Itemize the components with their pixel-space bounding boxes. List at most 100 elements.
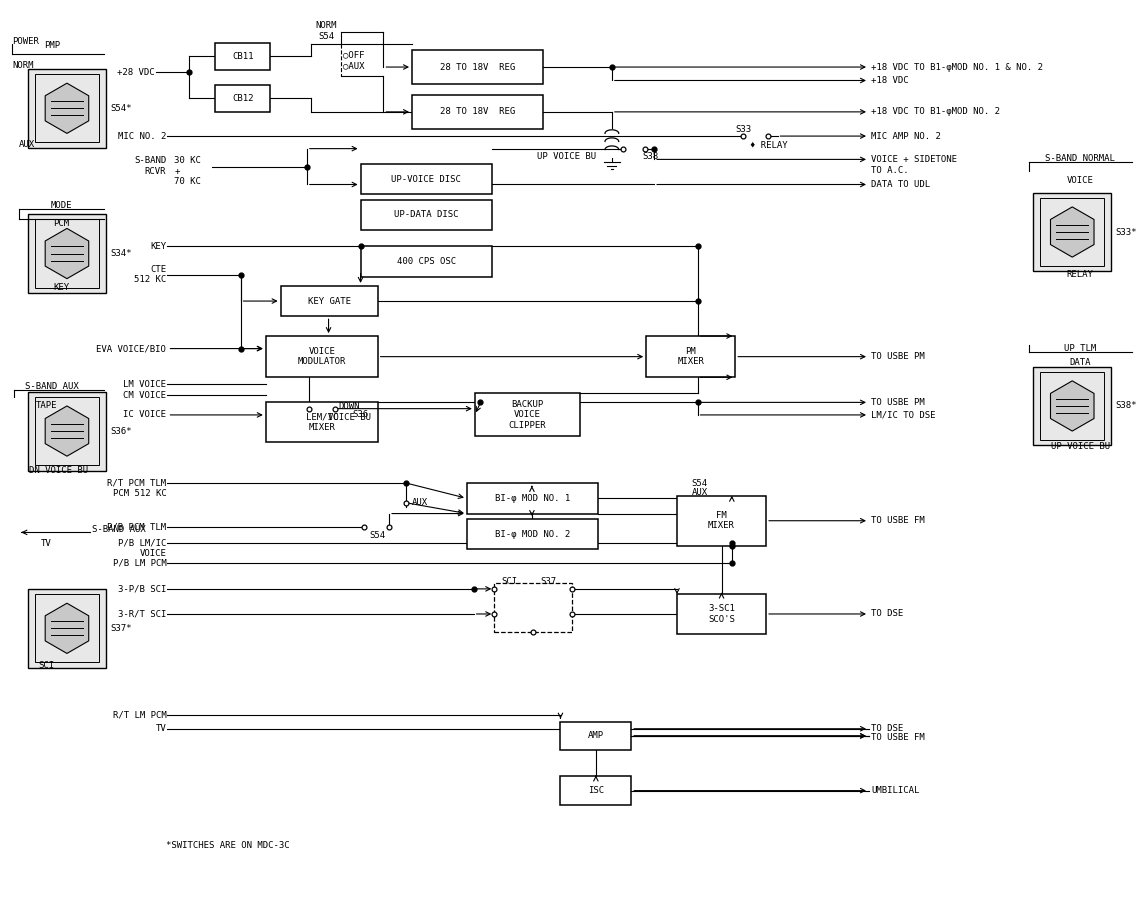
FancyBboxPatch shape [35,75,98,143]
Polygon shape [45,603,89,654]
Text: ISC: ISC [588,786,604,795]
Polygon shape [45,84,89,134]
Text: TO DSE: TO DSE [872,725,904,734]
Text: S34*: S34* [110,249,132,258]
Text: PCM: PCM [53,218,70,227]
Polygon shape [1050,207,1094,257]
Text: NORM: NORM [316,22,337,31]
Text: DATA TO UDL: DATA TO UDL [872,180,930,189]
FancyBboxPatch shape [360,199,492,230]
FancyBboxPatch shape [467,483,598,514]
Text: UP-VOICE DISC: UP-VOICE DISC [391,174,461,183]
Text: 30 KC: 30 KC [174,155,201,165]
Text: FM
MIXER: FM MIXER [708,511,734,531]
FancyBboxPatch shape [215,85,270,112]
Text: VOICE: VOICE [140,549,166,558]
Text: CB11: CB11 [232,52,254,61]
Text: S36*: S36* [110,427,132,436]
Text: R/T LM PCM: R/T LM PCM [112,711,166,720]
FancyBboxPatch shape [265,402,378,442]
Text: MIC NO. 2: MIC NO. 2 [118,132,166,141]
Text: TO A.C.: TO A.C. [872,165,908,174]
Text: LM VOICE: LM VOICE [124,380,166,389]
FancyBboxPatch shape [467,519,598,550]
Text: TO USBE FM: TO USBE FM [872,516,925,525]
Text: S-BAND NORMAL: S-BAND NORMAL [1046,154,1115,163]
Text: LEM/IC
MIXER: LEM/IC MIXER [305,412,337,432]
Text: VOICE: VOICE [1067,175,1094,184]
FancyBboxPatch shape [561,776,631,805]
FancyBboxPatch shape [360,163,492,194]
Text: S33*: S33* [1115,227,1137,236]
Text: UP VOICE BU: UP VOICE BU [537,152,596,162]
FancyBboxPatch shape [215,43,270,70]
FancyBboxPatch shape [1040,372,1104,440]
Text: EVA VOICE/BIO: EVA VOICE/BIO [96,344,166,353]
FancyBboxPatch shape [29,392,105,471]
Text: PM
MIXER: PM MIXER [677,347,705,366]
FancyBboxPatch shape [29,69,105,148]
Text: TO USBE FM: TO USBE FM [872,733,925,743]
Text: PCM 512 KC: PCM 512 KC [112,489,166,498]
Text: +18 VDC TO B1-φMOD NO. 1 & NO. 2: +18 VDC TO B1-φMOD NO. 1 & NO. 2 [872,63,1043,72]
Text: UP-DATA DISC: UP-DATA DISC [394,210,459,219]
Text: 28 TO 18V  REG: 28 TO 18V REG [440,108,515,117]
Text: VOICE
MODULATOR: VOICE MODULATOR [297,347,345,366]
FancyBboxPatch shape [494,584,572,632]
Text: S33: S33 [736,126,752,135]
Polygon shape [1050,381,1094,431]
Text: BI-φ MOD NO. 1: BI-φ MOD NO. 1 [495,494,570,503]
Text: CTE: CTE [150,265,166,274]
Text: RCVR: RCVR [145,166,166,175]
Text: S38*: S38* [1115,401,1137,410]
Text: TV: TV [156,725,166,734]
Text: TV: TV [41,539,51,548]
Text: S-BAND: S-BAND [134,155,166,165]
Text: PMP: PMP [43,41,61,50]
FancyBboxPatch shape [265,336,378,377]
Text: POWER: POWER [13,37,39,46]
Text: MIC AMP NO. 2: MIC AMP NO. 2 [872,132,942,141]
Text: *SWITCHES ARE ON MDC-3C: *SWITCHES ARE ON MDC-3C [166,841,289,850]
Text: 70 KC: 70 KC [174,177,201,186]
Text: P/B PCM TLM: P/B PCM TLM [108,523,166,532]
Text: SCI: SCI [39,662,55,671]
Text: 512 KC: 512 KC [134,275,166,284]
FancyBboxPatch shape [35,594,98,663]
FancyBboxPatch shape [280,286,378,316]
FancyBboxPatch shape [412,95,543,129]
FancyBboxPatch shape [475,393,580,436]
Text: UMBILICAL: UMBILICAL [872,786,920,795]
FancyBboxPatch shape [29,214,105,293]
Text: S54: S54 [318,32,334,41]
Text: KEY: KEY [53,283,70,292]
Text: S37*: S37* [110,624,132,633]
FancyBboxPatch shape [646,336,736,377]
FancyBboxPatch shape [360,246,492,277]
Text: TO USBE PM: TO USBE PM [872,352,925,361]
Text: S54: S54 [692,479,708,488]
Text: ○AUX: ○AUX [343,62,365,71]
Text: 3-R/T SCI: 3-R/T SCI [118,610,166,619]
FancyBboxPatch shape [29,589,105,668]
Text: S54*: S54* [110,104,132,113]
Text: LM/IC TO DSE: LM/IC TO DSE [872,410,936,419]
Text: DATA: DATA [1070,358,1091,367]
Text: ♦ RELAY: ♦ RELAY [750,142,788,151]
Text: IC VOICE: IC VOICE [124,410,166,419]
Text: UP VOICE BU: UP VOICE BU [1050,442,1110,451]
Text: S-BAND AUX: S-BAND AUX [25,382,79,391]
Text: P/B LM/IC: P/B LM/IC [118,539,166,548]
Text: S54: S54 [370,531,386,540]
Text: R/T PCM TLM: R/T PCM TLM [108,479,166,488]
Text: CM VOICE: CM VOICE [124,391,166,400]
FancyBboxPatch shape [677,496,766,546]
Text: AUX: AUX [692,488,708,497]
Text: +28 VDC: +28 VDC [118,68,154,77]
Text: +18 VDC TO B1-φMOD NO. 2: +18 VDC TO B1-φMOD NO. 2 [872,108,1000,117]
Text: DN VOICE BU: DN VOICE BU [30,466,88,475]
Text: SCI: SCI [501,577,517,586]
FancyBboxPatch shape [561,722,631,750]
Text: S38: S38 [643,152,659,162]
Text: +18 VDC: +18 VDC [872,76,908,85]
